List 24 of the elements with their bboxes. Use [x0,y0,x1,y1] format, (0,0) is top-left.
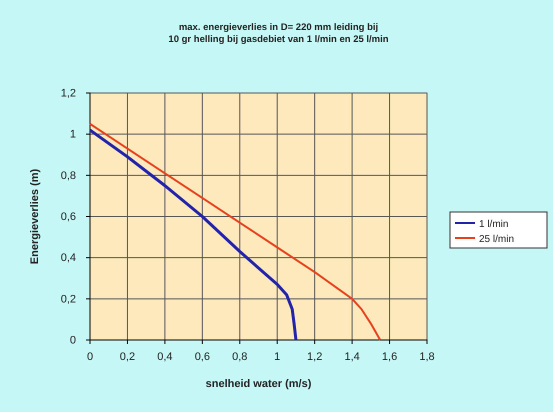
line-series [89,122,382,341]
x-tick-label: 1 [274,350,280,363]
x-tick-label: 0,2 [120,350,136,363]
x-tick-label: 1,6 [382,350,398,363]
y-tick-label: 0,2 [60,293,76,306]
y-tick-label: 0,6 [60,211,76,224]
y-tick-label: 0,8 [60,170,76,182]
x-tick-label: 0,8 [232,350,248,363]
legend-label: 1 l/min [479,219,508,230]
x-tick-label: 1,8 [419,350,435,363]
y-tick-label: 1,2 [60,88,76,100]
y-axis-title: Energieverlies (m) [29,168,41,264]
line-series [88,128,298,342]
x-tick-label: 1,4 [344,350,360,363]
x-tick-label: 0,6 [194,350,210,363]
y-tick-label: 0,4 [60,252,76,264]
y-tick-label: 0 [70,334,76,347]
legend-label: 25 l/min [479,234,514,245]
x-tick-label: 0,4 [157,350,173,363]
y-tick-label: 1 [70,128,76,141]
x-tick-label: 1,2 [307,350,322,363]
x-tick-label: 0 [86,350,94,363]
x-axis-title: snelheid water (m/s) [206,378,312,390]
chart-title: max. energieverlies in D= 220 mm leiding bij 10 gr helling bij gasdebiet van 1 l/min en 25 l/min [168,22,389,45]
